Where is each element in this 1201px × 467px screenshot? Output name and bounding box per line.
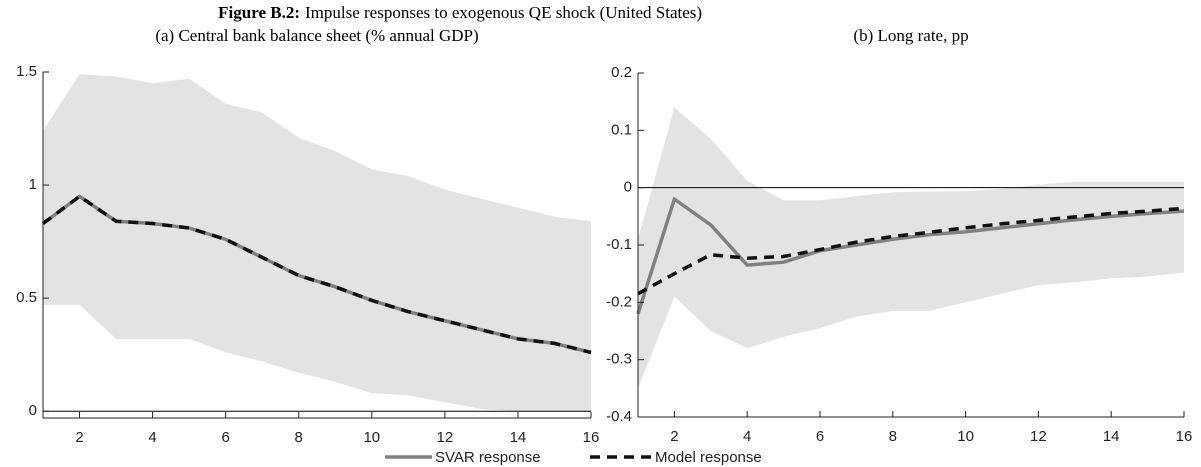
y-tick-label: 0.2 [611,64,632,81]
x-tick-label: 4 [743,428,751,445]
y-tick-label: -0.1 [606,236,632,253]
series-line [637,206,1185,296]
x-tick-label: 12 [437,429,454,446]
confidence-band [43,74,591,412]
y-tick-label: -0.3 [606,351,632,368]
y-tick-label: 0 [624,179,632,196]
y-tick-label: 0 [29,402,37,419]
x-tick-label: 16 [1176,428,1193,445]
subplot-title: (a) Central bank balance sheet (% annual… [155,26,478,45]
x-tick-label: 14 [510,429,527,446]
x-tick-label: 14 [1103,428,1120,445]
y-tick-label: 0.1 [611,121,632,138]
x-tick-label: 8 [295,429,303,446]
y-tick-label: 0.5 [16,289,37,306]
legend-label: SVAR response [435,449,541,466]
confidence-band [638,107,1184,389]
x-tick-label: 12 [1030,428,1047,445]
y-tick-label: -0.2 [606,293,632,310]
figure-label: Figure B.2: [218,3,300,22]
x-tick-label: 2 [75,429,83,446]
series-line [41,194,592,355]
x-tick-label: 4 [148,429,156,446]
x-tick-label: 2 [670,428,678,445]
x-tick-label: 16 [583,429,600,446]
series-line [636,196,1185,315]
x-tick-label: 10 [957,428,974,445]
x-tick-label: 10 [363,429,380,446]
figure-title: Impulse responses to exogenous QE shock … [305,3,702,22]
x-tick-label: 8 [889,428,897,445]
subplot-title: (b) Long rate, pp [853,26,968,45]
y-tick-label: 1.5 [16,63,37,80]
x-tick-label: 6 [221,429,229,446]
x-tick-label: 6 [816,428,824,445]
y-tick-label: 1 [29,176,37,193]
legend-label: Model response [655,449,762,466]
y-tick-label: -0.4 [606,408,632,425]
